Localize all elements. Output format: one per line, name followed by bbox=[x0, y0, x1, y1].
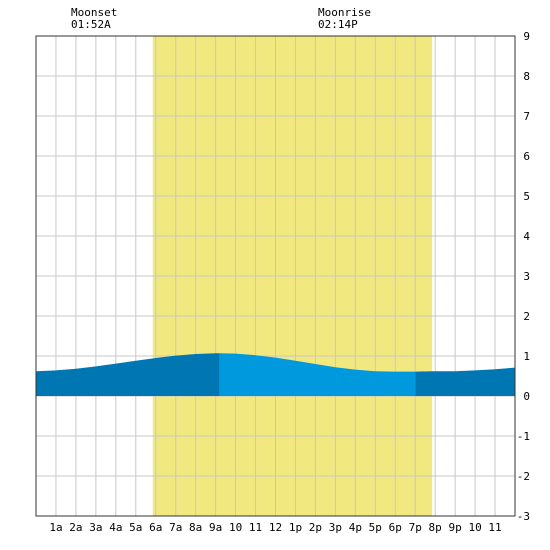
y-tick-label: 6 bbox=[523, 150, 530, 163]
x-tick-label: 6p bbox=[389, 521, 402, 534]
x-tick-label: 11 bbox=[488, 521, 501, 534]
x-tick-label: 2p bbox=[309, 521, 322, 534]
y-tick-label: 9 bbox=[523, 30, 530, 43]
tide-series bbox=[36, 353, 515, 396]
x-tick-label: 12 bbox=[269, 521, 282, 534]
plot-frame bbox=[35, 35, 516, 517]
y-tick-label: -1 bbox=[517, 430, 530, 443]
moonset-time: 01:52A bbox=[71, 18, 111, 31]
y-tick-label: 0 bbox=[523, 390, 530, 403]
x-tick-label: 9a bbox=[209, 521, 222, 534]
x-tick-label: 4a bbox=[109, 521, 122, 534]
y-tick-label: -2 bbox=[517, 470, 530, 483]
tide-area-band bbox=[415, 367, 515, 396]
y-tick-label: 8 bbox=[523, 70, 530, 83]
x-axis-ticks: 1a 2a 3a 4a 5a 6a 7a 8a 9a 10 11 12 1p 2p 3p 4p 5p 6p 7p 8p… bbox=[49, 521, 501, 534]
tide-area-band bbox=[219, 353, 416, 396]
x-tick-label: 2a bbox=[69, 521, 82, 534]
y-tick-label: 2 bbox=[523, 310, 530, 323]
y-tick-label: -3 bbox=[517, 510, 530, 523]
chart-grid bbox=[35, 35, 516, 517]
y-tick-label: 1 bbox=[523, 350, 530, 363]
x-tick-label: 10 bbox=[229, 521, 242, 534]
moonrise-time: 02:14P bbox=[318, 18, 358, 31]
x-tick-label: 3a bbox=[89, 521, 102, 534]
x-tick-label: 8a bbox=[189, 521, 202, 534]
moonrise-label: Moonrise bbox=[318, 6, 371, 19]
y-axis-ticks: 9 8 7 6 5 4 3 2 1 0 -1 -2 -3 bbox=[517, 30, 531, 523]
x-tick-label: 5a bbox=[129, 521, 142, 534]
y-tick-label: 4 bbox=[523, 230, 530, 243]
y-tick-label: 3 bbox=[523, 270, 530, 283]
x-tick-label: 7p bbox=[409, 521, 422, 534]
x-tick-label: 11 bbox=[249, 521, 262, 534]
tide-area-band bbox=[36, 353, 220, 396]
x-tick-label: 1p bbox=[289, 521, 302, 534]
x-tick-label: 7a bbox=[169, 521, 182, 534]
x-tick-label: 1a bbox=[49, 521, 62, 534]
x-tick-label: 9p bbox=[449, 521, 462, 534]
x-tick-label: 3p bbox=[329, 521, 342, 534]
y-tick-label: 5 bbox=[523, 190, 530, 203]
moonset-label: Moonset bbox=[71, 6, 118, 19]
x-tick-label: 5p bbox=[369, 521, 382, 534]
x-tick-label: 6a bbox=[149, 521, 162, 534]
x-tick-label: 10 bbox=[468, 521, 481, 534]
x-tick-label: 4p bbox=[349, 521, 362, 534]
y-tick-label: 7 bbox=[523, 110, 530, 123]
x-tick-label: 8p bbox=[429, 521, 442, 534]
